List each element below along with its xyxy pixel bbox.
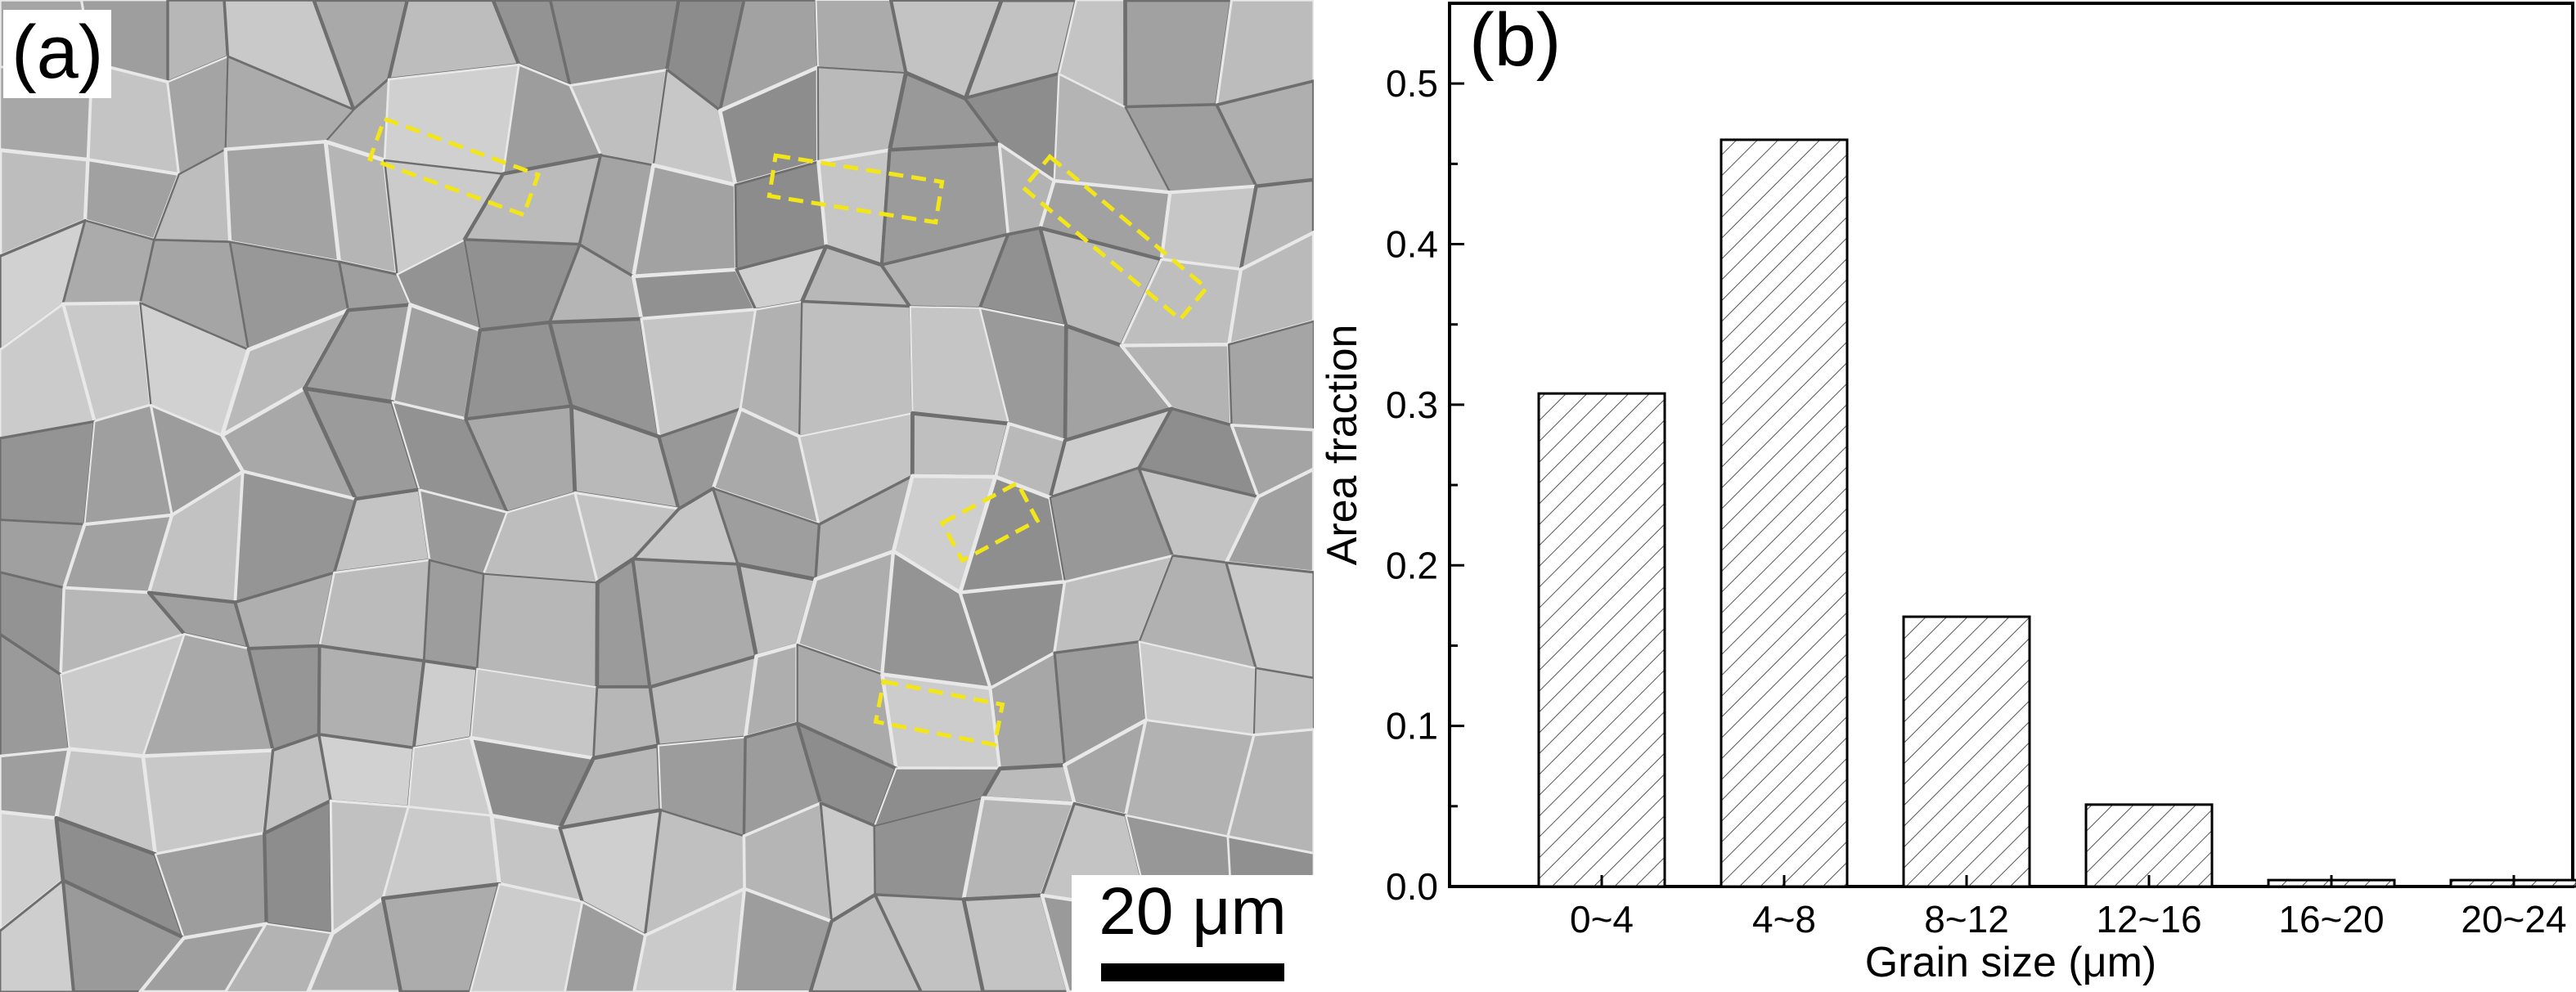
grain xyxy=(1226,728,1314,855)
chart-panel: 0.0 0.1 0.2 0.3 0.4 0.5 0~4 4~8 8~12 12~16 16~20 2… xyxy=(1314,0,2576,992)
grain xyxy=(318,559,431,662)
grain xyxy=(631,163,739,279)
y-tick-label: 0.0 xyxy=(1386,865,1438,908)
y-tick-label: 0.1 xyxy=(1386,705,1438,747)
scale-bar: 20 μm xyxy=(1072,875,1314,992)
grain xyxy=(61,878,186,992)
panel-a-label: (a) xyxy=(3,10,112,98)
grain xyxy=(732,887,834,992)
grain xyxy=(961,893,1071,992)
grain xyxy=(1227,320,1314,431)
grain xyxy=(411,659,479,750)
highlight-box xyxy=(873,679,1005,747)
grain xyxy=(380,882,501,992)
micrograph-image xyxy=(0,0,1314,992)
micrograph-panel: (a) 20 μm xyxy=(0,0,1314,992)
highlight-box xyxy=(767,153,945,225)
grain xyxy=(317,733,416,809)
grain xyxy=(1225,561,1314,680)
y-tick-label: 0.4 xyxy=(1386,223,1438,266)
grain xyxy=(880,672,1002,771)
x-tick-label: 8~12 xyxy=(1924,898,2009,940)
grain xyxy=(1239,177,1314,272)
x-tick-label: 12~16 xyxy=(2096,898,2201,940)
grain xyxy=(0,879,75,992)
y-tick-label: 0.3 xyxy=(1386,384,1438,426)
bar-4~8 xyxy=(1720,138,1849,888)
grain-structure xyxy=(0,0,1314,992)
highlight-box xyxy=(939,480,1041,563)
grain xyxy=(632,887,747,992)
x-tick-label: 0~4 xyxy=(1570,898,1634,940)
bar-chart: 0.0 0.1 0.2 0.3 0.4 0.5 0~4 4~8 8~12 12~16 16~20 2… xyxy=(1319,0,2576,986)
x-axis-title: Grain size (μm) xyxy=(1865,939,2156,986)
grain xyxy=(874,893,985,992)
highlight-box xyxy=(1020,153,1210,323)
grain xyxy=(910,411,1011,479)
grain xyxy=(469,882,583,992)
grain xyxy=(138,922,268,992)
grain xyxy=(476,572,599,689)
grain xyxy=(383,63,520,175)
scale-bar-label: 20 μm xyxy=(1099,874,1287,949)
grain xyxy=(306,896,403,992)
highlight-boxes xyxy=(366,116,1210,747)
x-tick-label: 16~20 xyxy=(2278,898,2384,940)
bar-8~12 xyxy=(1902,615,2031,888)
grain xyxy=(1224,467,1314,574)
grain xyxy=(808,892,924,992)
y-tick-label: 0.5 xyxy=(1386,62,1438,105)
grain xyxy=(422,559,485,671)
y-tick-label: 0.2 xyxy=(1386,544,1438,586)
x-tick-label: 20~24 xyxy=(2461,898,2566,940)
grain xyxy=(0,420,97,526)
bar-0~4 xyxy=(1537,392,1666,888)
panel-b-label: (b) xyxy=(1469,0,1561,82)
grain xyxy=(317,644,426,750)
grain xyxy=(224,922,334,992)
grain xyxy=(1215,0,1314,106)
y-axis-title: Area fraction xyxy=(1319,325,1366,566)
scale-bar-line xyxy=(1101,963,1284,981)
grain xyxy=(1215,79,1314,188)
grain xyxy=(564,900,647,992)
x-tick-label: 4~8 xyxy=(1752,898,1816,940)
grain xyxy=(1252,667,1314,736)
bar-12~16 xyxy=(2084,803,2214,888)
grain xyxy=(1123,0,1234,110)
highlight-box xyxy=(366,116,542,218)
grain xyxy=(1227,230,1314,347)
